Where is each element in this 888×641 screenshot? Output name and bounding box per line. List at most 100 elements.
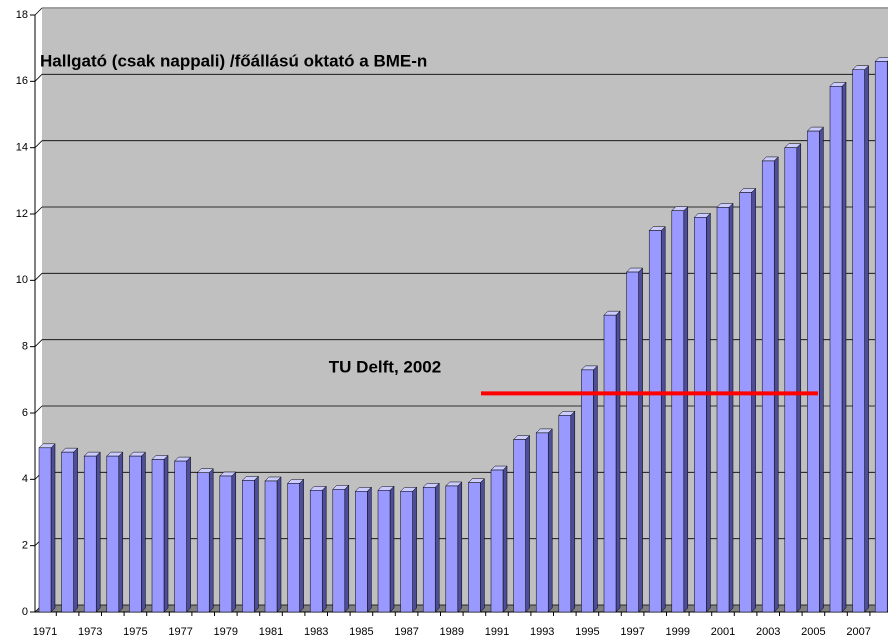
x-tick-label: 2003 bbox=[756, 626, 780, 638]
bar-side bbox=[480, 478, 485, 613]
x-tick-label: 1973 bbox=[78, 626, 102, 638]
y-tick-label: 14 bbox=[16, 142, 28, 154]
bar-front bbox=[129, 455, 142, 613]
bar-front bbox=[739, 192, 752, 613]
grid-diag bbox=[34, 140, 43, 148]
bar-side bbox=[186, 456, 191, 613]
bar bbox=[716, 202, 734, 613]
bar-front bbox=[581, 369, 594, 613]
bar-side bbox=[389, 485, 395, 613]
bar-side bbox=[231, 471, 237, 613]
bar-side bbox=[683, 206, 689, 613]
x-tick-label: 1989 bbox=[440, 626, 464, 638]
chart-title: Hallgató (csak nappali) /főállású oktató… bbox=[40, 51, 427, 70]
bar-front bbox=[219, 475, 233, 613]
bar-front bbox=[264, 480, 278, 613]
bar bbox=[106, 451, 124, 613]
bar-side bbox=[638, 267, 643, 613]
y-tick-label: 12 bbox=[16, 208, 28, 220]
bar bbox=[558, 410, 576, 613]
bar bbox=[83, 451, 101, 613]
bar bbox=[580, 365, 599, 613]
bar bbox=[422, 482, 440, 613]
bar bbox=[332, 484, 350, 613]
bar-side bbox=[254, 475, 259, 613]
bar-side bbox=[50, 443, 56, 613]
bar bbox=[512, 434, 531, 613]
x-tick-label: 1999 bbox=[666, 626, 690, 638]
bar-front bbox=[784, 147, 798, 613]
bar-front bbox=[558, 415, 572, 613]
bar bbox=[738, 187, 757, 613]
bar-front bbox=[445, 485, 459, 613]
grid-diag bbox=[34, 273, 43, 281]
x-tick-label: 1985 bbox=[349, 626, 373, 638]
bar-side bbox=[841, 81, 847, 613]
bar-side bbox=[276, 476, 282, 613]
bar-side bbox=[525, 434, 530, 613]
grid-diag bbox=[34, 74, 43, 82]
bar-front bbox=[716, 207, 730, 613]
bar-side bbox=[706, 212, 711, 613]
bar-side bbox=[728, 202, 734, 613]
x-tick-label: 1975 bbox=[123, 626, 147, 638]
bar bbox=[151, 454, 169, 613]
bar bbox=[603, 310, 621, 613]
bar-front bbox=[648, 230, 662, 613]
bar bbox=[128, 451, 147, 613]
x-tick-label: 1977 bbox=[168, 626, 192, 638]
x-tick-label: 1979 bbox=[214, 626, 238, 638]
x-tick-label: 1997 bbox=[620, 626, 644, 638]
bar bbox=[241, 475, 260, 613]
bar bbox=[648, 225, 666, 613]
y-tick-label: 4 bbox=[22, 473, 28, 485]
bar-side bbox=[819, 126, 824, 613]
x-tick-label: 1993 bbox=[530, 626, 554, 638]
y-tick-label: 18 bbox=[16, 9, 28, 21]
x-tick-label: 2007 bbox=[846, 626, 870, 638]
bar-side bbox=[321, 485, 327, 613]
x-tick-label: 1971 bbox=[33, 626, 57, 638]
bar-side bbox=[773, 156, 779, 613]
y-tick-label: 10 bbox=[16, 274, 28, 286]
bar-side bbox=[796, 143, 802, 613]
bar-front bbox=[196, 472, 210, 613]
bar bbox=[286, 478, 305, 613]
bar-front bbox=[490, 469, 504, 613]
bar-front bbox=[468, 482, 481, 613]
x-tick-label: 2005 bbox=[801, 626, 825, 638]
bar-side bbox=[118, 451, 124, 613]
bar bbox=[851, 65, 870, 613]
bar-side bbox=[412, 486, 417, 613]
y-tick-label: 0 bbox=[22, 606, 28, 618]
bar-front bbox=[535, 432, 549, 613]
grid-diag bbox=[34, 7, 43, 16]
bar-side bbox=[660, 225, 666, 613]
y-tick-label: 6 bbox=[22, 407, 28, 419]
bar bbox=[490, 465, 508, 613]
y-tick-label: 2 bbox=[22, 540, 28, 552]
bar bbox=[535, 428, 553, 613]
bar-front bbox=[694, 217, 707, 613]
y-tick-label: 8 bbox=[22, 341, 28, 353]
bar bbox=[219, 471, 237, 613]
bar bbox=[625, 267, 644, 613]
bar-side bbox=[141, 451, 146, 613]
bar-side bbox=[570, 410, 576, 613]
x-tick-label: 1995 bbox=[575, 626, 599, 638]
x-tick-label: 2001 bbox=[711, 626, 735, 638]
bar-side bbox=[367, 486, 372, 613]
bar bbox=[60, 447, 79, 613]
bar-side bbox=[864, 65, 869, 613]
plot-area bbox=[42, 9, 888, 605]
bar-front bbox=[174, 460, 187, 613]
bar-front bbox=[61, 451, 74, 613]
bar-front bbox=[761, 160, 775, 613]
bar bbox=[467, 478, 486, 613]
bar-front bbox=[671, 210, 685, 613]
bar bbox=[693, 212, 712, 613]
bar-front bbox=[106, 455, 120, 613]
bar-front bbox=[287, 483, 300, 613]
bar bbox=[196, 468, 214, 613]
